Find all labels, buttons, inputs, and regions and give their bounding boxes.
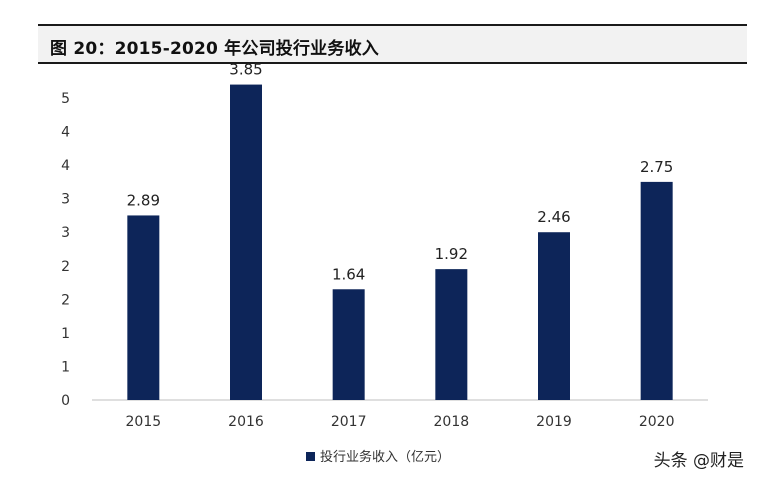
x-tick-label: 2017: [331, 414, 367, 430]
data-label: 3.85: [229, 61, 262, 79]
data-label: 1.64: [332, 265, 365, 283]
data-label: 2.89: [127, 191, 160, 209]
y-tick-label: 0: [61, 393, 70, 409]
x-tick-label: 2016: [228, 414, 264, 430]
legend-label: 投行业务收入（亿元）: [320, 450, 451, 465]
y-tick-label: 3: [61, 192, 70, 208]
watermark: 头条 @财是: [653, 451, 744, 471]
legend-swatch: [306, 452, 315, 461]
y-tick-label: 4: [61, 158, 70, 174]
y-tick-label: 1: [61, 359, 70, 375]
y-tick-label: 4: [61, 125, 70, 141]
bar: [127, 215, 160, 400]
legend: 投行业务收入（亿元）: [306, 446, 450, 465]
title-bar: 图 20：2015-2020 年公司投行业务收入: [38, 26, 747, 62]
bar-chart: 0 1 1 2 2 3 3 4 4 5 2.89 2015 3.85 2016 1.64 2017 1.92 20…: [61, 61, 708, 430]
chart-title: 图 20：2015-2020 年公司投行业务收入: [50, 39, 379, 59]
title-top-rule: [38, 24, 747, 26]
bar: [640, 181, 673, 400]
x-tick-label: 2019: [536, 414, 572, 430]
x-tick-label: 2015: [126, 414, 162, 430]
x-tick-label: 2020: [639, 414, 675, 430]
y-tick-label: 1: [61, 326, 70, 342]
title-bottom-rule: [38, 62, 747, 64]
bar: [332, 289, 365, 400]
y-tick-label: 2: [61, 292, 70, 308]
y-tick-label: 5: [61, 91, 70, 107]
data-label: 2.46: [537, 208, 570, 226]
bar: [435, 269, 468, 400]
y-tick-label: 2: [61, 259, 70, 275]
data-label: 2.75: [640, 158, 673, 176]
x-tick-label: 2018: [434, 414, 470, 430]
data-label: 1.92: [435, 245, 468, 263]
bar: [538, 232, 570, 400]
y-tick-label: 3: [61, 225, 70, 241]
bar: [230, 84, 262, 401]
